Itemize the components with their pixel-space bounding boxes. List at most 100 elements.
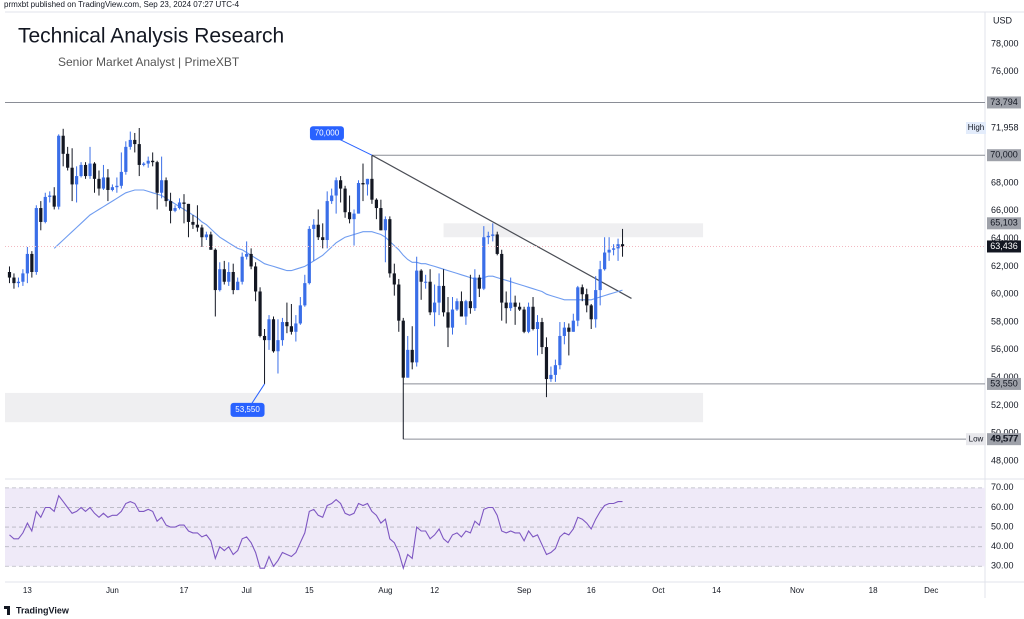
candle-body (607, 249, 611, 253)
candle-body (312, 224, 316, 229)
candle-body (222, 269, 226, 282)
published-note: prmxbt published on TradingView.com, Sep… (4, 0, 240, 9)
candle-body (446, 312, 450, 328)
x-tick-label: Oct (652, 586, 665, 595)
high-label-box (966, 121, 986, 134)
candle-body (142, 163, 146, 165)
candle-body (531, 306, 535, 330)
candle-body (482, 237, 486, 289)
candle-body (585, 294, 589, 306)
x-tick-label: Aug (378, 586, 392, 595)
y-tick-label: 54,000 (991, 372, 1019, 382)
candle-body (43, 196, 47, 222)
candle-body (133, 139, 137, 145)
candle-body (347, 212, 352, 220)
candle-body (21, 273, 25, 282)
y-tick-label: 76,000 (991, 66, 1019, 76)
level-label: 70,000 (990, 150, 1018, 160)
candle-body (12, 277, 16, 284)
candle-body (39, 208, 43, 222)
high-label: High (968, 123, 984, 132)
candle-body (124, 146, 128, 172)
last-price-box (987, 240, 1021, 253)
low-label: Low (969, 434, 984, 443)
candle-body (415, 270, 419, 363)
candle-body (383, 219, 387, 231)
candle-body (34, 208, 38, 273)
trendline (371, 154, 632, 299)
candle-body (576, 287, 580, 321)
candle-body (271, 319, 276, 352)
level-label-box (987, 149, 1021, 162)
candle-body (562, 327, 566, 336)
candle-body (356, 183, 361, 214)
candle-body (70, 167, 74, 185)
y-tick-label: 48,000 (991, 455, 1019, 465)
rsi-line (9, 494, 623, 571)
level-label: 73,794 (990, 97, 1018, 107)
y-tick-label: 64,000 (991, 233, 1019, 243)
candle-body (267, 319, 271, 341)
candle-body (594, 290, 598, 320)
candle-body (249, 253, 253, 267)
candle-body (549, 374, 553, 380)
low-value: 49,577 (991, 434, 1019, 444)
y-tick-label: 68,000 (991, 177, 1019, 187)
moving-average (53, 189, 623, 301)
candle-body (303, 283, 307, 306)
chart-subtitle: Senior Market Analyst | PrimeXBT (58, 55, 240, 69)
candle-body (262, 335, 267, 341)
candle-body (204, 234, 208, 238)
candle-body (213, 249, 217, 291)
candle-body (406, 349, 410, 378)
rsi-tick-label: 60.00 (991, 502, 1014, 512)
x-tick-label: Sep (517, 586, 532, 595)
candle-body (392, 273, 396, 285)
candle-body (513, 302, 517, 307)
candle-body (509, 302, 513, 309)
candle-body (316, 224, 320, 238)
candle-body (571, 320, 575, 332)
candle-body (25, 253, 29, 274)
candle-body (110, 187, 114, 190)
candle-body (151, 160, 155, 163)
candle-body (74, 176, 79, 185)
candle-body (432, 302, 437, 313)
x-tick-label: Nov (790, 586, 804, 595)
candle-body (57, 135, 61, 207)
candle-body (253, 266, 258, 292)
zone (5, 392, 704, 423)
candle-body (428, 281, 432, 313)
zone (443, 223, 704, 238)
candle-body (441, 285, 446, 313)
candle-body (298, 305, 302, 324)
level-label: 65,103 (990, 218, 1018, 228)
callout-box (230, 402, 265, 417)
candle-body (491, 234, 495, 236)
candle-body (280, 322, 285, 341)
y-tick-label: 56,000 (991, 344, 1019, 354)
rsi-tick-label: 50.00 (991, 521, 1014, 531)
y-tick-label: 58,000 (991, 316, 1019, 326)
candle-body (468, 301, 472, 309)
candle-body (92, 163, 97, 179)
candle-body (544, 347, 549, 380)
candle-body (410, 349, 414, 363)
x-tick-label: 12 (430, 586, 439, 595)
candle-body (504, 302, 508, 309)
candle-body (330, 195, 334, 202)
rsi-tick-label: 30.00 (991, 561, 1014, 571)
candle-body (101, 177, 106, 189)
candle-body (620, 244, 625, 247)
candle-body (424, 281, 428, 283)
candle-body (598, 269, 602, 291)
rsi-tick-label: 40.00 (991, 541, 1014, 551)
candle-body (177, 202, 182, 209)
candle-body (518, 306, 522, 310)
y-tick-label: 52,000 (991, 400, 1019, 410)
candle-body (115, 185, 119, 188)
candle-body (106, 177, 110, 190)
x-tick-label: 17 (180, 586, 189, 595)
level-label: 49,577 (990, 434, 1018, 444)
